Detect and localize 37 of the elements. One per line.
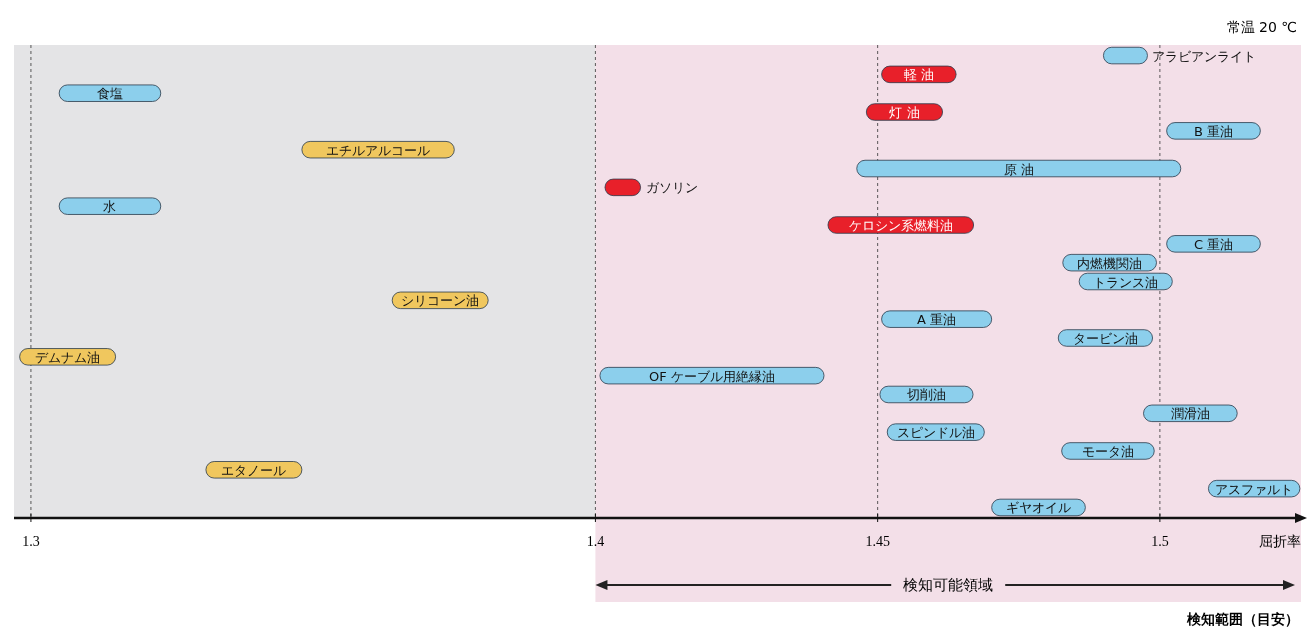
bar xyxy=(856,159,1182,178)
y-tick-label: スピンドル油 xyxy=(896,425,975,441)
y-tick-label: ギヤオイル xyxy=(1006,500,1072,516)
y-tick-label: ケロシン系燃料油 xyxy=(848,218,953,234)
bar xyxy=(604,178,641,197)
bar xyxy=(1103,46,1148,65)
y-tick-label: 軽 油 xyxy=(903,67,934,83)
y-tick-label: B 重油 xyxy=(1193,123,1234,139)
y-tick-label: 潤滑油 xyxy=(1170,406,1210,422)
text: 常温 20 ℃ xyxy=(1226,19,1297,35)
text: 検知範囲（目安） xyxy=(1186,611,1299,627)
y-tick-label: 切削油 xyxy=(906,387,946,403)
y-tick-label: デムナム油 xyxy=(35,349,101,365)
y-tick-label: エタノール xyxy=(221,462,287,478)
y-tick-label: アスファルト xyxy=(1215,481,1294,497)
x-axis-title: 屈折率 xyxy=(1259,533,1301,549)
x-tick-label: 1.45 xyxy=(865,534,890,549)
y-tick-label: ガソリン xyxy=(645,180,698,196)
x-tick-label: 1.3 xyxy=(22,534,40,549)
y-tick-label: A 重油 xyxy=(917,312,957,328)
x-tick-label: 1.4 xyxy=(586,534,605,549)
y-tick-label: OF ケーブル用絶縁油 xyxy=(649,368,775,384)
y-tick-label: アラビアンライト xyxy=(1152,48,1257,64)
band-label: 検知可能領域 xyxy=(903,576,994,594)
y-tick-label: シリコーン油 xyxy=(401,293,480,309)
y-tick-label: 原 油 xyxy=(1003,161,1034,177)
y-tick-label: 内燃機関油 xyxy=(1077,255,1143,271)
y-tick-label: タービン油 xyxy=(1072,330,1138,346)
y-tick-label: 水 xyxy=(103,199,117,215)
y-tick-label: モータ油 xyxy=(1081,443,1134,459)
y-tick-label: C 重油 xyxy=(1193,236,1234,252)
x-tick-label: 1.5 xyxy=(1151,534,1169,549)
y-tick-label: 灯 油 xyxy=(889,105,920,121)
y-tick-label: 食塩 xyxy=(96,86,123,102)
bar xyxy=(58,197,162,215)
y-tick-label: エチルアルコール xyxy=(326,142,431,158)
y-tick-label: トランス油 xyxy=(1093,274,1159,290)
